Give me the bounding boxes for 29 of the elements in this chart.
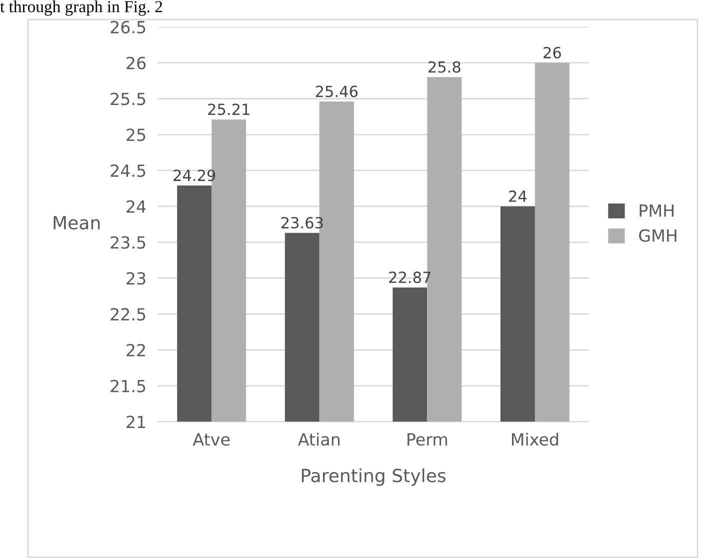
data-label: 23.63 xyxy=(281,216,323,229)
data-label: 25.21 xyxy=(208,104,250,116)
y-tick-label: 22.5 xyxy=(110,308,146,321)
x-tick-label: Mixed xyxy=(512,432,558,446)
y-tick-label: 25.5 xyxy=(110,92,146,106)
data-label: 26 xyxy=(544,46,561,58)
x-tick-label: Atian xyxy=(298,432,340,446)
y-tick-label: 26 xyxy=(126,56,146,70)
data-label: 24 xyxy=(509,190,527,202)
data-label: 22.87 xyxy=(389,272,430,284)
legend-label: PMH xyxy=(640,204,674,217)
y-tick-label: 21.5 xyxy=(110,380,146,392)
y-tick-label: 21 xyxy=(126,416,146,428)
y-tick-label: 25 xyxy=(126,128,146,142)
data-label: 24.29 xyxy=(174,170,216,182)
y-tick-label: 24.5 xyxy=(110,164,146,178)
x-tick-label: Atve xyxy=(192,433,230,446)
y-tick-label: 22 xyxy=(126,344,145,356)
y-tick-label: 23 xyxy=(126,272,146,285)
y-tick-label: 23.5 xyxy=(110,236,146,249)
x-axis-title: Parenting Styles xyxy=(302,468,446,486)
y-tick-label: 26.5 xyxy=(110,20,146,34)
data-label: 25.8 xyxy=(428,61,460,73)
legend-label: GMH xyxy=(639,229,676,242)
text: t through graph in Fig. 2 xyxy=(0,0,162,16)
x-tick-label: Perm xyxy=(408,433,448,446)
data-label: 25.46 xyxy=(316,86,358,98)
y-tick-label: 24 xyxy=(126,200,146,213)
y-axis-title: Mean xyxy=(54,216,100,230)
